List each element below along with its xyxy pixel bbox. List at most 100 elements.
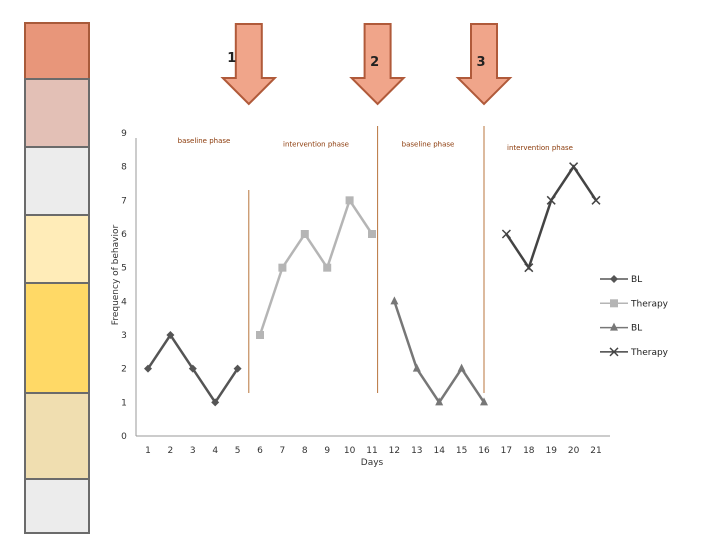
- phase-label: intervention phase: [507, 144, 573, 152]
- phase-label: baseline phase: [178, 137, 231, 145]
- data-point-diamond: [211, 398, 220, 407]
- y-tick-label: 6: [121, 230, 127, 240]
- data-point-x: [546, 195, 556, 205]
- data-point-triangle: [435, 397, 444, 406]
- legend-label: Therapy: [630, 299, 669, 309]
- x-tick-label: 9: [324, 446, 330, 456]
- x-tick-label: 11: [366, 446, 377, 456]
- data-point-diamond: [233, 364, 242, 373]
- data-point-diamond: [144, 364, 152, 373]
- data-point-diamond: [610, 275, 618, 283]
- y-tick-label: 3: [121, 331, 127, 341]
- data-point-square: [345, 196, 354, 205]
- data-point-triangle: [412, 363, 421, 372]
- x-marker-stroke: [546, 195, 556, 205]
- data-point-x: [524, 263, 534, 273]
- x-tick-label: 16: [478, 446, 490, 456]
- color-block-7: [24, 478, 90, 534]
- x-tick-label: 12: [389, 446, 400, 456]
- y-tick-label: 8: [121, 163, 127, 173]
- x-tick-label: 15: [456, 446, 467, 456]
- x-tick-label: 17: [501, 446, 512, 456]
- data-point-square: [368, 230, 376, 238]
- color-block-6: [24, 392, 90, 480]
- series-4: [501, 162, 601, 273]
- data-point-square: [256, 331, 264, 339]
- color-block-5: [24, 282, 90, 394]
- x-marker-stroke: [609, 347, 619, 357]
- phase-label: baseline phase: [402, 140, 455, 148]
- series-2: [256, 196, 376, 339]
- y-tick-label: 2: [121, 365, 127, 375]
- x-tick-label: 8: [302, 446, 308, 456]
- data-point-triangle: [480, 397, 488, 406]
- phase-label: intervention phase: [283, 140, 349, 148]
- color-block-2: [24, 78, 90, 148]
- color-block-1: [24, 22, 90, 80]
- x-tick-label: 7: [280, 446, 286, 456]
- x-tick-label: 14: [433, 446, 445, 456]
- x-tick-label: 4: [212, 446, 218, 456]
- color-block-4: [24, 214, 90, 284]
- x-axis-title: Days: [361, 458, 384, 468]
- x-tick-labels: 1 2 3 4 5 6 7 8 9 10 11 12 13 14 15 16 17 18 19 20 21: [145, 446, 602, 456]
- x-tick-label: 6: [257, 446, 263, 456]
- arrow-number-label: 3: [476, 55, 485, 70]
- data-series: [144, 162, 601, 407]
- x-tick-label: 10: [344, 446, 356, 456]
- x-tick-label: 19: [545, 446, 557, 456]
- data-point-x: [501, 229, 511, 239]
- x-tick-label: 1: [145, 446, 151, 456]
- phase-labels: baseline phase intervention phase baseline…: [178, 137, 573, 152]
- data-point-triangle: [390, 296, 399, 305]
- data-point-triangle: [457, 363, 466, 372]
- data-point-square: [610, 299, 618, 308]
- x-tick-label: 13: [411, 446, 422, 456]
- series-3: [390, 296, 488, 406]
- y-tick-labels: 0 1 2 3 4 5 6 7 8 9: [121, 129, 127, 442]
- down-arrow-icon: [349, 23, 407, 106]
- data-point-square: [300, 230, 309, 238]
- series-line: [505, 164, 598, 271]
- data-point-x: [569, 162, 579, 172]
- data-point-diamond: [166, 331, 175, 339]
- y-tick-label: 1: [121, 398, 127, 408]
- x-tick-label: 2: [168, 446, 174, 456]
- x-marker-stroke: [501, 229, 511, 239]
- legend-label: BL: [631, 275, 642, 285]
- series-line: [258, 197, 374, 336]
- axes: [135, 138, 610, 437]
- legend: BL Therapy BL Therapy: [600, 275, 669, 358]
- data-point-x: [591, 195, 601, 205]
- series-1: [144, 331, 242, 407]
- legend-label: Therapy: [630, 348, 669, 358]
- arrow-number-label: 1: [227, 51, 236, 66]
- y-tick-label: 4: [121, 297, 127, 307]
- data-point-triangle: [610, 322, 618, 331]
- series-line: [393, 300, 486, 405]
- color-block-stack: [24, 22, 90, 534]
- x-tick-label: 18: [523, 446, 535, 456]
- arrow-number-label: 2: [370, 55, 379, 70]
- y-axis-title: Frequency of behavior: [111, 225, 121, 326]
- x-marker-stroke: [524, 263, 534, 273]
- data-point-square: [323, 263, 332, 272]
- x-tick-label: 3: [190, 446, 196, 456]
- data-point-square: [278, 263, 287, 272]
- phase-divider-lines: [248, 126, 485, 393]
- y-tick-label: 0: [121, 432, 127, 442]
- y-tick-label: 7: [121, 196, 127, 206]
- x-marker-stroke: [591, 195, 601, 205]
- legend-label: BL: [631, 324, 642, 334]
- phase-arrows: 1 2 3: [220, 23, 513, 106]
- data-point-diamond: [188, 364, 197, 373]
- y-tick-label: 5: [121, 264, 127, 274]
- x-marker-stroke: [569, 162, 579, 172]
- y-tick-label: 9: [121, 129, 127, 139]
- x-tick-label: 20: [568, 446, 580, 456]
- data-point-x: [609, 347, 619, 357]
- down-arrow-icon: [455, 23, 513, 106]
- x-tick-label: 21: [590, 446, 601, 456]
- down-arrow-icon: [220, 23, 278, 106]
